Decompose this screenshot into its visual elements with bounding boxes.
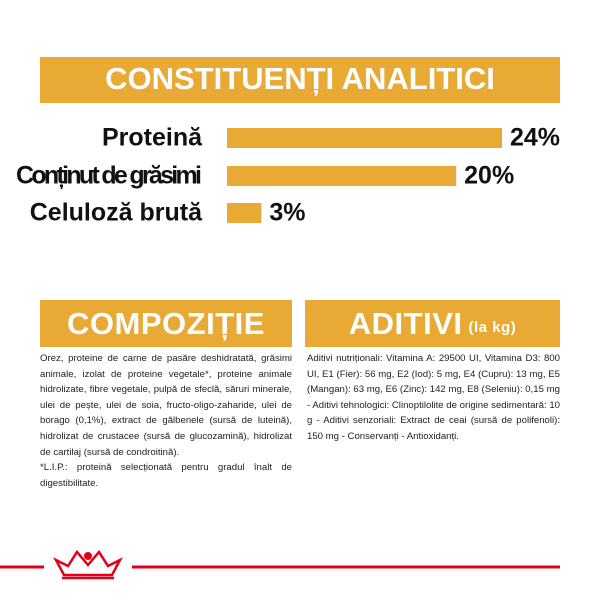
- bar: [227, 128, 502, 148]
- section-banner: COMPOZIȚIE: [40, 300, 292, 347]
- section-text: Aditivi nutriționali: Vitamina A: 29500 …: [307, 353, 560, 442]
- section-banner: ADITIVI (la kg): [305, 300, 560, 347]
- section-title: COMPOZIȚIE: [67, 305, 265, 341]
- chart-title: CONSTITUENȚI ANALITICI: [105, 61, 495, 96]
- value-label: 24%: [510, 124, 560, 152]
- category-label: Proteină: [102, 124, 203, 152]
- section-text: Orez, proteine de carne de pasăre deshid…: [40, 353, 292, 489]
- category-label: Celuloză brută: [30, 199, 203, 227]
- bar: [227, 203, 262, 223]
- section-subtitle: (la kg): [468, 319, 517, 336]
- value-label: 20%: [464, 162, 514, 190]
- value-label: 3%: [269, 199, 305, 227]
- bar: [227, 166, 457, 186]
- title-banner: [40, 57, 560, 103]
- logo: [0, 549, 560, 580]
- category-label: Conținut de grăsimi: [16, 162, 202, 190]
- section-title: ADITIVI: [348, 305, 463, 341]
